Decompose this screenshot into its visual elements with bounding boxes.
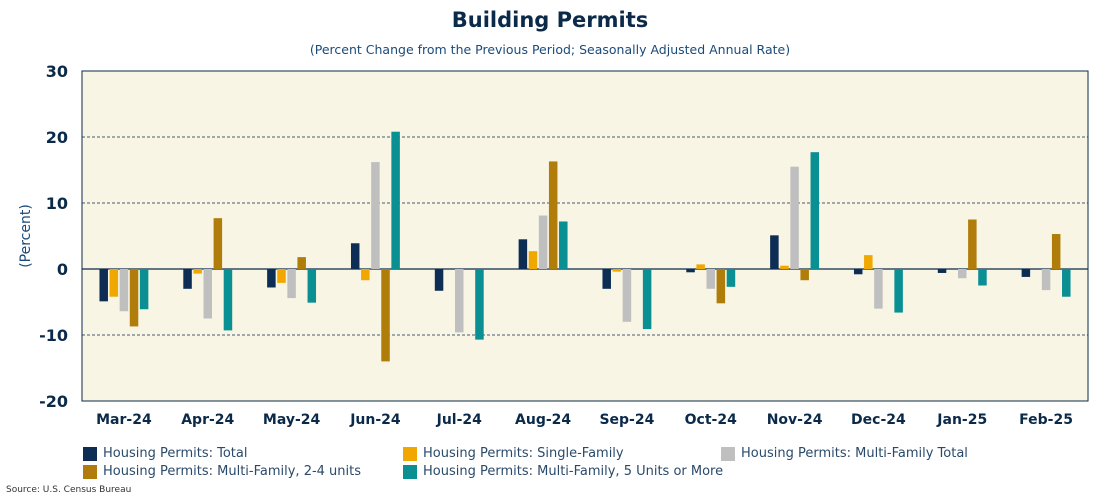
bar (1041, 269, 1051, 291)
bar (307, 269, 317, 303)
bar (434, 269, 444, 291)
bar (958, 269, 967, 279)
bar (790, 166, 799, 269)
bar (864, 255, 873, 269)
legend-swatch-multi-family-total (721, 446, 735, 461)
legend-item-total: Housing Permits: Total (83, 446, 248, 461)
bar (183, 269, 192, 289)
bar (978, 269, 987, 286)
bar (455, 269, 464, 333)
plot-border (81, 70, 1089, 402)
legend-item-single-family: Housing Permits: Single-Family (403, 446, 624, 461)
bar (287, 269, 296, 299)
y-tick-label: 0 (57, 260, 68, 279)
bar (696, 264, 705, 269)
bar (297, 257, 306, 269)
y-tick-label: 10 (46, 194, 68, 213)
y-axis-label: (Percent) (18, 204, 34, 268)
plot-area (82, 71, 1088, 401)
legend-label-multi-family-2-4: Housing Permits: Multi-Family, 2-4 units (103, 464, 362, 479)
y-tick-labels: -20 -10 0 10 20 30 (39, 62, 68, 411)
legend-swatch-total (83, 446, 97, 461)
legend-label-single-family: Housing Permits: Single-Family (423, 446, 624, 461)
bar (726, 269, 736, 287)
bar (528, 251, 538, 269)
grid-lines (82, 136, 1088, 336)
x-tick-label: Mar-24 (96, 412, 152, 428)
legend-item-multi-family-2-4: Housing Permits: Multi-Family, 2-4 units (83, 464, 361, 479)
legend-item-multi-family-5-plus: Housing Permits: Multi-Family, 5 Units o… (403, 464, 723, 479)
x-tick-label: Jan-25 (936, 412, 987, 428)
bar (559, 221, 568, 269)
y-tick-label: 30 (46, 62, 68, 81)
y-tick-label: -10 (39, 326, 68, 345)
bar (139, 269, 149, 310)
bar (686, 269, 695, 273)
legend-label-multi-family-5-plus: Housing Permits: Multi-Family, 5 Units o… (423, 464, 724, 479)
bar (874, 269, 883, 309)
bar (894, 269, 903, 313)
bar (937, 269, 947, 273)
legend-label-multi-family-total: Housing Permits: Multi-Family Total (741, 446, 968, 461)
bar (203, 269, 212, 319)
bar (810, 152, 820, 269)
chart-subtitle: (Percent Change from the Previous Period… (309, 42, 791, 57)
bar (602, 269, 611, 289)
chart-title: Building Permits (451, 8, 649, 32)
legend-item-multi-family-total: Housing Permits: Multi-Family Total (721, 446, 968, 461)
bar (371, 162, 380, 269)
x-tick-label: Feb-25 (1019, 412, 1073, 428)
x-tick-label: Nov-24 (767, 412, 823, 428)
bar (770, 235, 779, 269)
y-tick-label: -20 (39, 392, 68, 411)
legend-swatch-single-family (403, 446, 417, 461)
source-note: Source: U.S. Census Bureau (6, 485, 132, 495)
bar (381, 269, 390, 362)
bar (350, 243, 360, 269)
x-tick-label: May-24 (263, 412, 321, 428)
x-tick-label: Sep-24 (599, 412, 654, 428)
bar (129, 269, 139, 327)
x-tick-label: Dec-24 (851, 412, 906, 428)
bar (968, 219, 977, 269)
bar (548, 161, 558, 269)
x-tick-label: Aug-24 (515, 412, 571, 428)
bar (193, 269, 202, 274)
bar (853, 269, 863, 275)
bar (361, 269, 370, 281)
bar (1021, 269, 1031, 277)
bar (800, 269, 809, 281)
bar (538, 215, 548, 269)
legend-swatch-multi-family-5-plus (403, 464, 417, 479)
bar (475, 269, 484, 340)
bar (622, 269, 632, 322)
bar (109, 269, 119, 297)
legend-swatch-multi-family-2-4 (83, 464, 97, 479)
bar (518, 239, 528, 269)
bar (716, 269, 726, 304)
bar (99, 269, 108, 302)
bar (119, 269, 129, 312)
bar (1062, 269, 1071, 297)
bar (223, 269, 233, 331)
bar (780, 265, 789, 269)
x-tick-label: Jul-24 (436, 412, 483, 428)
bar (267, 269, 276, 288)
y-tick-label: 20 (46, 128, 68, 147)
bar (706, 269, 715, 289)
x-tick-label: Jun-24 (349, 412, 401, 428)
x-tick-label: Apr-24 (181, 412, 234, 428)
x-tick-label: Oct-24 (685, 412, 737, 428)
bar (612, 269, 622, 272)
bar (642, 269, 652, 330)
bar (277, 269, 286, 283)
legend-label-total: Housing Permits: Total (103, 446, 248, 461)
bar (391, 131, 400, 269)
x-tick-labels: Mar-24 Apr-24 May-24 Jun-24 Jul-24 Aug-24 Sep-… (96, 412, 1073, 428)
bars (99, 131, 1071, 362)
bar (213, 218, 223, 269)
bar (1051, 234, 1061, 269)
